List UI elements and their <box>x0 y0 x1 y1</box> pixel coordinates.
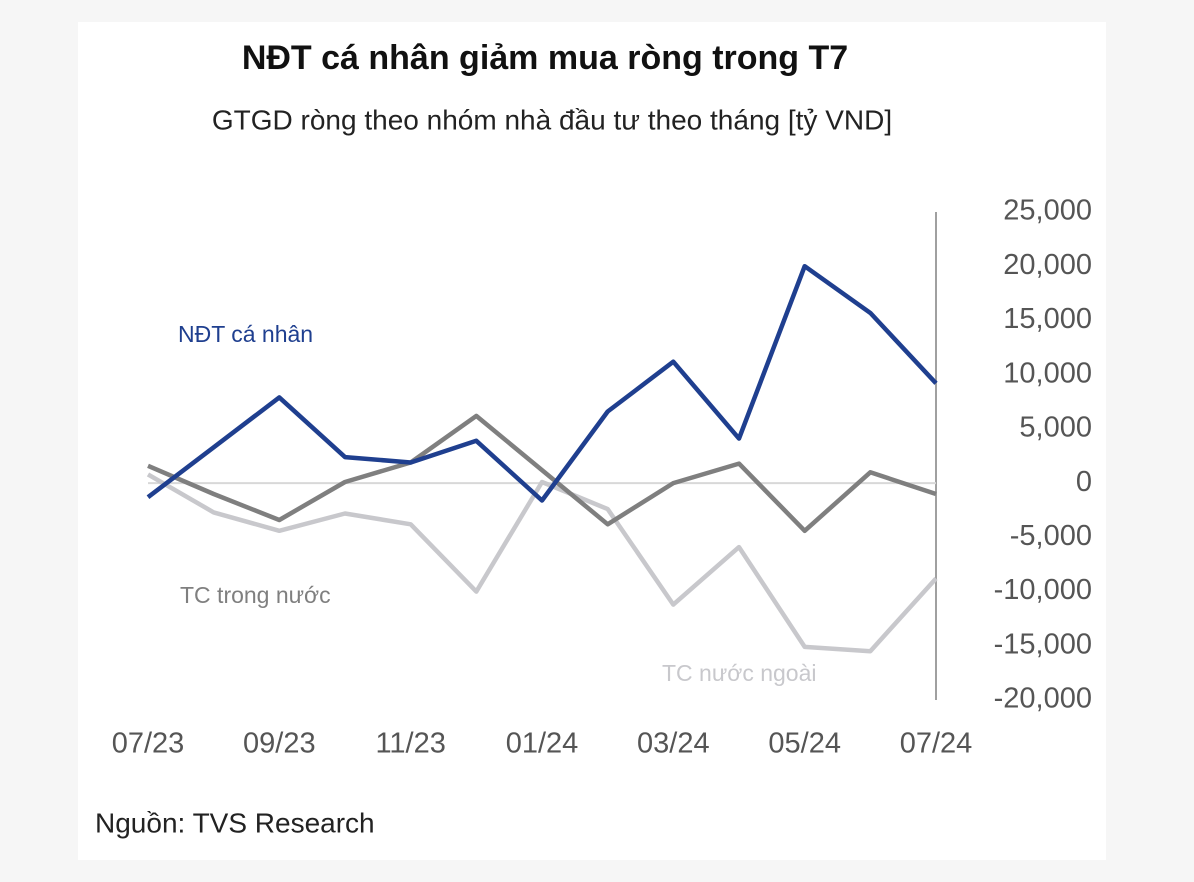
chart-subtitle: GTGD ròng theo nhóm nhà đầu tư theo thán… <box>212 104 892 135</box>
card <box>78 22 1106 860</box>
y-tick-label: -10,000 <box>994 574 1092 606</box>
y-tick-label: -20,000 <box>994 683 1092 715</box>
y-tick-label: 10,000 <box>1003 357 1092 389</box>
series-line <box>146 263 938 503</box>
series-label: NĐT cá nhân <box>178 321 313 347</box>
y-tick-label: 15,000 <box>1003 303 1092 335</box>
series-label: TC trong nước <box>180 582 331 608</box>
y-tick-label: 25,000 <box>1003 195 1092 227</box>
y-tick-label: -5,000 <box>1010 520 1092 552</box>
series-label: TC nước ngoài <box>662 660 817 686</box>
y-tick-label: -15,000 <box>994 628 1092 660</box>
x-tick-label: 03/24 <box>637 728 710 760</box>
x-tick-label: 05/24 <box>768 728 841 760</box>
y-tick-label: 20,000 <box>1003 249 1092 281</box>
x-tick-label: 07/24 <box>900 728 973 760</box>
series-line <box>146 472 938 654</box>
x-tick-label: 11/23 <box>375 728 445 760</box>
series-line <box>147 413 937 534</box>
chart-title: NĐT cá nhân giảm mua ròng trong T7 <box>242 39 848 77</box>
x-tick-label: 07/23 <box>112 728 185 760</box>
y-tick-label: 5,000 <box>1019 412 1092 444</box>
source: Nguồn: TVS Research <box>95 807 375 838</box>
y-tick-label: 0 <box>1076 466 1092 498</box>
x-tick-label: 09/23 <box>243 728 316 760</box>
x-tick-label: 01/24 <box>506 728 579 760</box>
